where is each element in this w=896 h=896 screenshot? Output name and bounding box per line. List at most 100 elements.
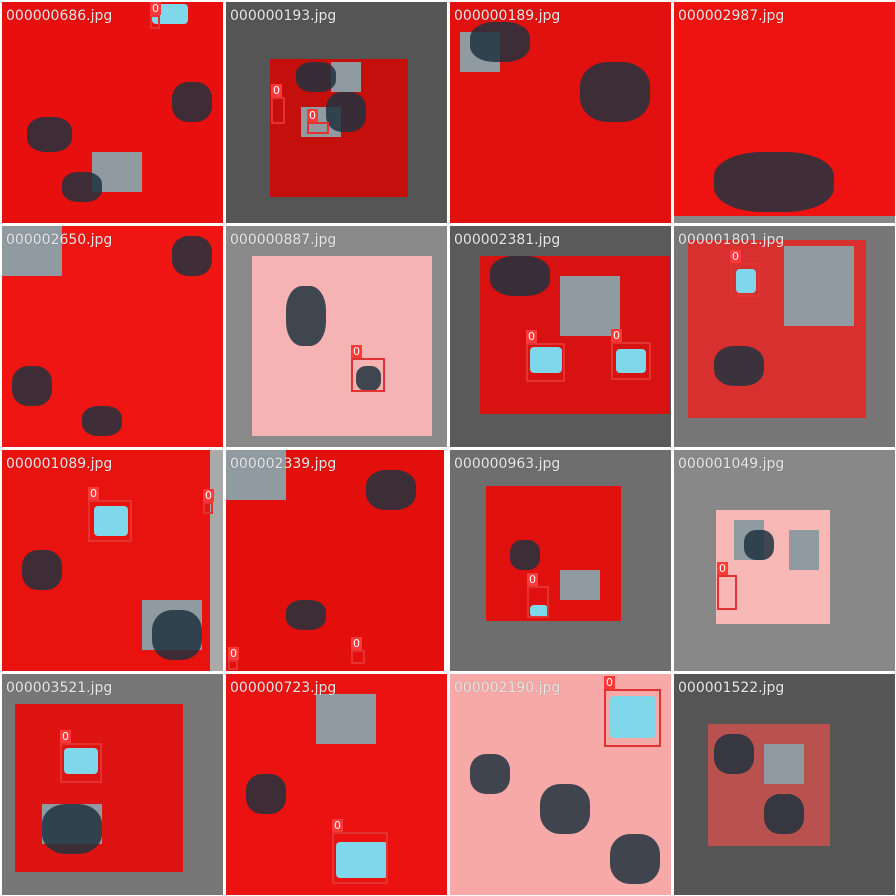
detection-box: 0 <box>611 329 651 380</box>
detection-class-label: 0 <box>203 489 214 502</box>
tree-shadow-region <box>366 470 416 510</box>
rooftop-region <box>316 694 376 744</box>
detection-box: 0 <box>332 819 388 884</box>
detection-class-label: 0 <box>527 573 538 586</box>
pool-region <box>616 349 646 373</box>
image-tile[interactable]: 0 000000963.jpg <box>450 450 671 671</box>
image-tile[interactable]: 0 0 000001089.jpg <box>2 450 223 671</box>
tree-shadow-region <box>764 794 804 834</box>
segmentation-image <box>252 256 432 436</box>
image-tile[interactable]: 0 000001049.jpg <box>674 450 895 671</box>
detection-box: 0 <box>526 330 565 382</box>
image-tile[interactable]: 0 000000723.jpg <box>226 674 447 895</box>
detection-box: 0 <box>88 487 132 542</box>
image-filename: 000001049.jpg <box>678 456 785 472</box>
tree-shadow-region <box>152 610 202 660</box>
tree-shadow-region <box>27 117 72 152</box>
image-filename: 000001522.jpg <box>678 680 785 696</box>
image-tile[interactable]: 0 0 000000193.jpg <box>226 2 447 223</box>
tree-shadow-region <box>62 172 102 202</box>
tree-shadow-region <box>82 406 122 436</box>
rooftop-region <box>2 226 62 276</box>
tree-shadow-region <box>714 734 754 774</box>
image-filename: 000002381.jpg <box>454 232 561 248</box>
tree-shadow-region <box>540 784 590 834</box>
image-tile[interactable]: 0 000003521.jpg <box>2 674 223 895</box>
tree-shadow-region <box>246 774 286 814</box>
image-filename: 000002190.jpg <box>454 680 561 696</box>
rooftop-region <box>331 62 361 92</box>
tree-shadow-region <box>326 92 366 132</box>
tree-shadow-region <box>22 550 62 590</box>
image-tile[interactable]: 000001522.jpg <box>674 674 895 895</box>
rooftop-region <box>764 744 804 784</box>
tree-shadow-region <box>172 82 212 122</box>
detection-class-label: 0 <box>351 637 362 650</box>
image-filename: 000001089.jpg <box>6 456 113 472</box>
detection-box: 0 <box>527 573 549 618</box>
detection-box: 0 <box>717 562 737 610</box>
segmentation-image <box>15 704 183 872</box>
detection-box: 0 <box>351 637 365 664</box>
tree-shadow-region <box>714 152 834 212</box>
image-tile[interactable]: 000002987.jpg <box>674 2 895 223</box>
tree-shadow-region <box>470 754 510 794</box>
detection-box: 0 <box>351 345 385 392</box>
pool-region <box>736 269 756 293</box>
image-tile[interactable]: 0 0 000002381.jpg <box>450 226 671 447</box>
detection-box: 0 <box>307 109 329 134</box>
detection-class-label: 0 <box>604 676 615 689</box>
image-filename: 000000963.jpg <box>454 456 561 472</box>
tree-shadow-region <box>470 22 530 62</box>
image-filename: 000000193.jpg <box>230 8 337 24</box>
detection-class-label: 0 <box>60 730 71 743</box>
rooftop-region <box>784 246 854 326</box>
image-filename: 000002650.jpg <box>6 232 113 248</box>
pool-region <box>530 347 562 373</box>
detection-box: 0 <box>228 647 239 670</box>
image-tile[interactable]: 0 000000686.jpg <box>2 2 223 223</box>
pool-region <box>610 696 656 738</box>
pool-region <box>530 605 548 617</box>
tree-shadow-region <box>286 286 326 346</box>
image-filename: 000002339.jpg <box>230 456 337 472</box>
image-tile[interactable]: 000000189.jpg <box>450 2 671 223</box>
detection-class-label: 0 <box>351 345 362 358</box>
rooftop-region <box>560 276 620 336</box>
image-tile[interactable]: 000002650.jpg <box>2 226 223 447</box>
image-filename: 000000887.jpg <box>230 232 337 248</box>
tree-shadow-region <box>510 540 540 570</box>
image-tile[interactable]: 0 0 000002339.jpg <box>226 450 447 671</box>
pool-region <box>336 842 388 878</box>
tree-shadow-region <box>42 804 102 854</box>
tree-shadow-region <box>286 600 326 630</box>
detection-box: 0 <box>60 730 102 783</box>
detection-class-label: 0 <box>611 329 622 342</box>
detection-class-label: 0 <box>271 84 282 97</box>
image-tile[interactable]: 0 000002190.jpg <box>450 674 671 895</box>
image-filename: 000000189.jpg <box>454 8 561 24</box>
detection-class-label: 0 <box>88 487 99 500</box>
image-filename: 000000686.jpg <box>6 8 113 24</box>
tree-shadow-region <box>714 346 764 386</box>
image-tile[interactable]: 0 000001801.jpg <box>674 226 895 447</box>
rooftop-region <box>226 450 286 500</box>
image-filename: 000000723.jpg <box>230 680 337 696</box>
pool-region <box>64 748 98 774</box>
tree-shadow-region <box>580 62 650 122</box>
tree-shadow-region <box>296 62 336 92</box>
detection-box: 0 <box>150 2 161 29</box>
pool-region <box>94 506 128 536</box>
detection-class-label: 0 <box>150 2 161 15</box>
tree-shadow-region <box>356 366 381 391</box>
detection-box: 0 <box>271 84 285 124</box>
detection-class-label: 0 <box>717 562 728 575</box>
detection-class-label: 0 <box>228 647 239 660</box>
image-filename: 000001801.jpg <box>678 232 785 248</box>
detection-class-label: 0 <box>730 250 741 263</box>
rooftop-region <box>789 530 819 570</box>
detection-class-label: 0 <box>307 109 318 122</box>
tree-shadow-region <box>490 256 550 296</box>
image-tile[interactable]: 0 000000887.jpg <box>226 226 447 447</box>
